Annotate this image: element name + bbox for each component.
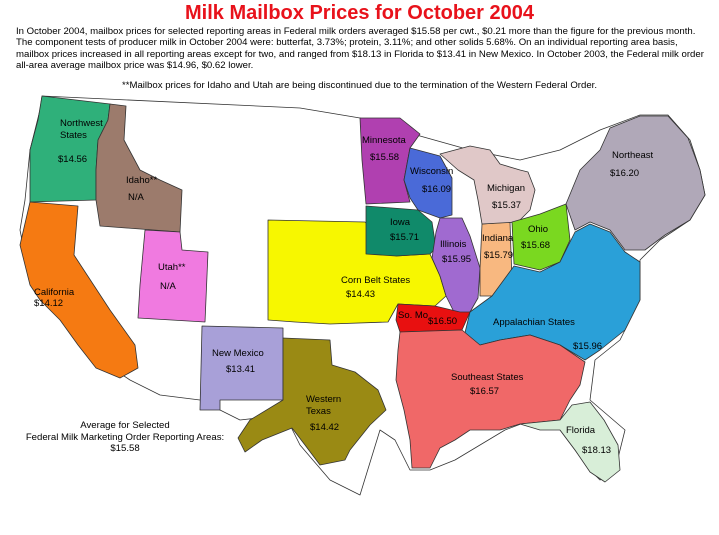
label-corn-belt-price: $14.43 [346, 289, 375, 300]
label-ohio-price: $15.68 [521, 240, 550, 251]
label-corn-belt-name: Corn Belt States [341, 275, 410, 286]
label-western-texas-name1: Western [306, 394, 341, 405]
average-value: $15.58 [110, 443, 140, 454]
discontinued-note: **Mailbox prices for Idaho and Utah are … [122, 80, 597, 91]
label-northwest-name1: Northwest [60, 118, 103, 129]
label-michigan-name: Michigan [487, 183, 525, 194]
region-so-mo[interactable] [395, 303, 471, 333]
region-utah[interactable] [137, 229, 209, 323]
label-illinois-name: Illinois [440, 239, 467, 250]
label-illinois-price: $15.95 [442, 254, 471, 265]
label-florida-name: Florida [566, 425, 596, 436]
label-indiana-name: Indiana [482, 233, 514, 244]
region-southeast[interactable] [395, 329, 586, 469]
label-indiana-price: $15.79 [484, 250, 513, 261]
label-new-mexico-price: $13.41 [226, 364, 255, 375]
label-wisconsin-name: Wisconsin [410, 166, 453, 177]
label-western-texas-name2: Texas [306, 406, 331, 417]
region-northeast[interactable] [565, 115, 706, 251]
label-idaho-price: N/A [128, 192, 145, 203]
label-new-mexico-name: New Mexico [212, 348, 264, 359]
label-minnesota-price: $15.58 [370, 152, 399, 163]
label-florida-price: $18.13 [582, 445, 611, 456]
region-new-mexico[interactable] [199, 325, 284, 411]
intro-paragraph: In October 2004, mailbox prices for sele… [16, 26, 704, 72]
map-title: Milk Mailbox Prices for October 2004 [184, 2, 534, 24]
label-so-mo-price: $16.50 [428, 316, 457, 327]
region-florida[interactable] [519, 401, 621, 483]
region-california[interactable] [19, 201, 139, 379]
label-minnesota-name: Minnesota [362, 135, 407, 146]
label-ohio-name: Ohio [528, 224, 548, 235]
average-block: Average for Selected Federal Milk Market… [10, 420, 240, 455]
label-michigan-price: $15.37 [492, 200, 521, 211]
average-line2: Federal Milk Marketing Order Reporting A… [25, 431, 225, 443]
label-utah-name: Utah** [158, 262, 186, 273]
label-northwest-price: $14.56 [58, 154, 87, 165]
label-wisconsin-price: $16.09 [422, 184, 451, 195]
label-california-name: California [34, 287, 75, 298]
label-northeast-name: Northeast [612, 150, 654, 161]
region-ohio[interactable] [511, 203, 571, 271]
label-southeast-price: $16.57 [470, 386, 499, 397]
label-iowa-name: Iowa [390, 217, 411, 228]
label-idaho-name: Idaho** [126, 175, 157, 186]
label-appalachian-name: Appalachian States [493, 317, 575, 328]
label-western-texas-price: $14.42 [310, 422, 339, 433]
label-northeast-price: $16.20 [610, 168, 639, 179]
label-california-price: $14.12 [34, 298, 63, 309]
average-line1: Average for Selected [80, 420, 170, 431]
label-so-mo-name: So. Mo [398, 310, 428, 321]
label-appalachian-price: $15.96 [573, 341, 602, 352]
label-northwest-name2: States [60, 130, 87, 141]
region-michigan[interactable] [439, 145, 536, 225]
label-southeast-name: Southeast States [451, 372, 524, 383]
label-utah-price: N/A [160, 281, 177, 292]
label-iowa-price: $15.71 [390, 232, 419, 243]
region-western-texas[interactable] [237, 337, 387, 466]
